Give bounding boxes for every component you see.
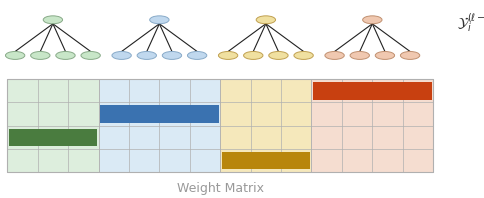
Text: $\mathcal{Y}_i^{(\ell-1)}$: $\mathcal{Y}_i^{(\ell-1)}$	[457, 12, 484, 35]
Circle shape	[56, 51, 75, 59]
Circle shape	[43, 16, 62, 24]
Circle shape	[375, 51, 394, 59]
Circle shape	[363, 16, 382, 24]
Circle shape	[5, 51, 25, 59]
Bar	[9, 129, 97, 146]
Circle shape	[187, 51, 207, 59]
Circle shape	[112, 51, 131, 59]
Circle shape	[137, 51, 156, 59]
Circle shape	[162, 51, 182, 59]
Circle shape	[325, 51, 344, 59]
Text: Weight Matrix: Weight Matrix	[177, 182, 264, 195]
Circle shape	[243, 51, 263, 59]
Circle shape	[269, 51, 288, 59]
Circle shape	[30, 51, 50, 59]
Circle shape	[294, 51, 313, 59]
Circle shape	[256, 16, 275, 24]
Circle shape	[350, 51, 369, 59]
Bar	[7, 79, 99, 172]
Bar	[220, 79, 312, 172]
Bar	[100, 105, 219, 123]
Circle shape	[150, 16, 169, 24]
Bar	[222, 152, 310, 169]
Circle shape	[81, 51, 100, 59]
Bar	[313, 82, 432, 100]
Circle shape	[218, 51, 238, 59]
Bar	[312, 79, 433, 172]
Circle shape	[400, 51, 420, 59]
Bar	[99, 79, 220, 172]
Bar	[7, 79, 433, 172]
